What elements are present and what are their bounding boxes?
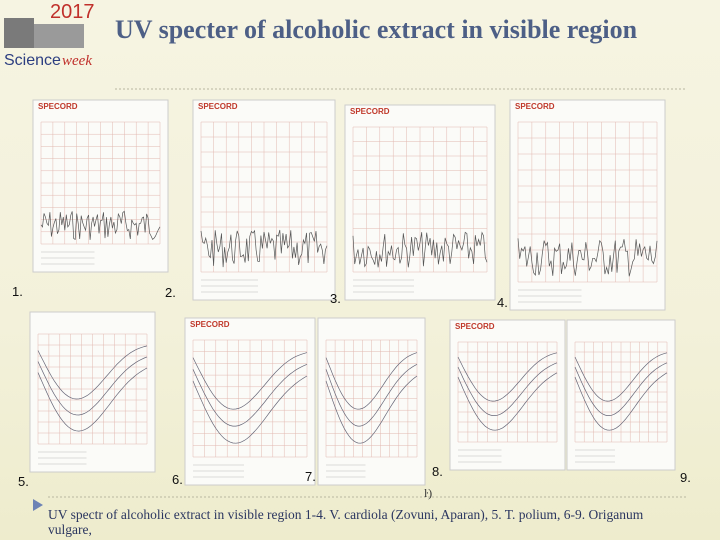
scan-trace [37, 367, 148, 432]
scan-trace [325, 352, 418, 410]
scan-header: SPECORD [198, 102, 238, 111]
spectrum-scan: SPECORD [192, 99, 336, 301]
scan-trace [574, 352, 668, 402]
scan-header: SPECORD [350, 107, 390, 116]
figure-label: 6. [172, 472, 183, 487]
scan-trace [192, 375, 308, 444]
spectrum-scan: SPECORD [449, 319, 566, 471]
spectrum-scan [566, 319, 676, 471]
caption: UV spectr of alcoholic extract in visibl… [48, 507, 644, 537]
scan-trace [457, 362, 558, 416]
scan-header: SPECORD [38, 102, 78, 111]
spectrum-scan [317, 317, 426, 486]
scan-header: SPECORD [515, 102, 555, 111]
figure-label: 1. [12, 284, 23, 299]
scan-header: SPECORD [190, 320, 230, 329]
figure-label: 4. [497, 295, 508, 310]
figure-label: 9. [680, 470, 691, 485]
spectrum-scan: SPECORD [509, 99, 666, 311]
figure-label: 3. [330, 291, 341, 306]
stray-mark: ŀ) [424, 486, 432, 500]
bullet [33, 499, 43, 511]
spectrum-scan: SPECORD [344, 104, 496, 301]
scan-trace [457, 352, 558, 402]
scan-trace [352, 231, 488, 268]
scan-trace [37, 356, 148, 416]
scan-trace [574, 372, 668, 431]
spectrum-scan [29, 311, 156, 473]
scan-trace [37, 345, 148, 400]
scan-trace [457, 372, 558, 431]
figure-label: 2. [165, 285, 176, 300]
spectrum-scan: SPECORD [184, 317, 316, 486]
spectrum-scan: SPECORD [32, 99, 169, 273]
scan-trace [517, 238, 658, 277]
scan-header: SPECORD [455, 322, 495, 331]
figure-label: 8. [432, 464, 443, 479]
logo-science: Science [4, 52, 61, 69]
logo-building [34, 24, 84, 48]
scan-trace [200, 229, 328, 268]
slide-title: UV specter of alcoholic extract in visib… [115, 15, 638, 44]
figure-label: 7. [305, 469, 316, 484]
logo: 2017 Science week [4, 1, 95, 69]
scan-trace [325, 375, 418, 444]
logo-week: week [62, 53, 92, 69]
scan-trace [574, 362, 668, 416]
scan-trace [40, 210, 161, 240]
logo-year: 2017 [50, 1, 95, 23]
scan-trace [325, 363, 418, 427]
logo-building [4, 18, 34, 48]
scan-trace [192, 363, 308, 427]
scan-trace [192, 352, 308, 410]
figure-label: 5. [18, 474, 29, 489]
